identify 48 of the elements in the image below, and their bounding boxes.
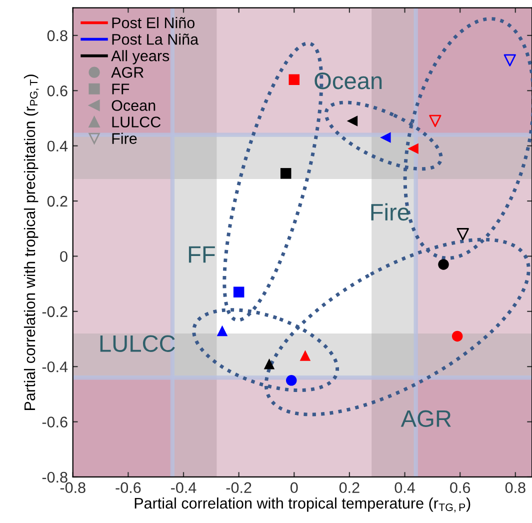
x-tick-label: 0.4 [394, 482, 415, 494]
x-tick-label: 0.2 [339, 482, 360, 494]
point [346, 116, 358, 126]
legend-label: Post El Niño [112, 17, 195, 28]
legend-label: Post La Niña [112, 34, 199, 45]
annotation: Fire [371, 203, 409, 221]
point [504, 54, 516, 66]
x-tick-label: -0.6 [116, 482, 141, 494]
point [452, 330, 463, 342]
legend-label: Fire [112, 132, 137, 144]
annotation: LULCC [100, 335, 175, 352]
annotation: AGR [400, 410, 451, 428]
y-tick-label: -0.8 [42, 472, 68, 483]
point [429, 114, 442, 128]
x-tick-label: 0 [290, 482, 298, 494]
annotation: FF [188, 246, 215, 263]
point [288, 74, 300, 85]
legend-label: AGR [111, 67, 144, 78]
legend-label: All years [111, 50, 170, 64]
point [286, 375, 297, 386]
point [264, 358, 275, 370]
point [408, 143, 418, 154]
point [380, 132, 391, 143]
x-tick-label: -0.2 [226, 482, 252, 494]
legend-label: LULCC [112, 116, 161, 128]
y-tick-label: -0.4 [42, 361, 68, 372]
x-tick-label: 0.6 [450, 482, 470, 494]
y-tick-label: 0 [60, 251, 68, 262]
point [438, 259, 449, 270]
point [233, 286, 244, 298]
legend-label: FF [112, 84, 130, 94]
x-tick-label: 0.8 [505, 482, 526, 494]
y-tick-label: -0.6 [42, 416, 68, 428]
x-tick-label: -0.8 [60, 482, 86, 494]
point [280, 168, 292, 179]
y-tick-label: 0.8 [47, 30, 68, 42]
point [456, 228, 469, 240]
y-tick-label: 0.4 [47, 140, 68, 152]
y-tick-label: -0.2 [42, 306, 68, 318]
y-tick-label: 0.2 [47, 196, 68, 207]
x-tick-label: -0.4 [171, 482, 196, 494]
point [216, 325, 228, 336]
annotation: Ocean [314, 72, 382, 90]
x-axis-title: Partial correlation with tropical temperature (r$_{TG,P}$) [134, 497, 470, 512]
y-axis-title: Partial correlation with tropical precipitation (r$_{PG,T}$) [24, 74, 39, 410]
point [300, 350, 311, 361]
y-tick-label: 0.6 [47, 86, 68, 96]
legend-label: Ocean [112, 100, 156, 111]
